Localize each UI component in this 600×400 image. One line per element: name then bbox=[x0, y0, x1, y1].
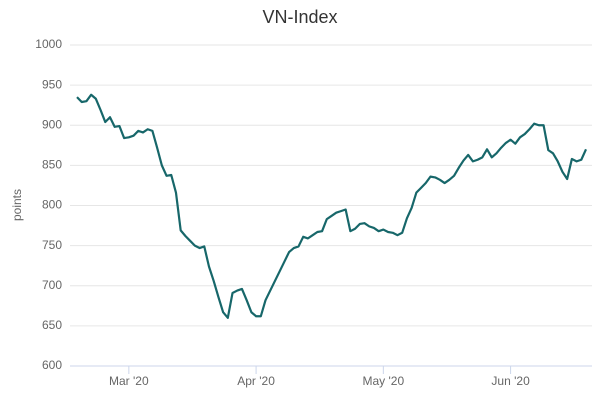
x-tick-label: Apr '20 bbox=[237, 374, 275, 388]
chart-title: VN-Index bbox=[262, 7, 337, 27]
x-tick-label: May '20 bbox=[363, 374, 405, 388]
x-tick-label: Jun '20 bbox=[491, 374, 530, 388]
y-tick-label: 950 bbox=[42, 77, 62, 91]
y-tick-label: 650 bbox=[42, 318, 62, 332]
line-series bbox=[76, 93, 588, 319]
y-tick-label: 700 bbox=[42, 278, 62, 292]
y-axis-label: points bbox=[10, 189, 24, 221]
y-tick-label: 850 bbox=[42, 158, 62, 172]
y-tick-label: 900 bbox=[42, 117, 62, 131]
y-tick-label: 1000 bbox=[35, 37, 62, 51]
x-tick-label: Mar '20 bbox=[109, 374, 149, 388]
y-tick-label: 600 bbox=[42, 358, 62, 372]
y-tick-label: 750 bbox=[42, 238, 62, 252]
y-tick-label: 800 bbox=[42, 198, 62, 212]
